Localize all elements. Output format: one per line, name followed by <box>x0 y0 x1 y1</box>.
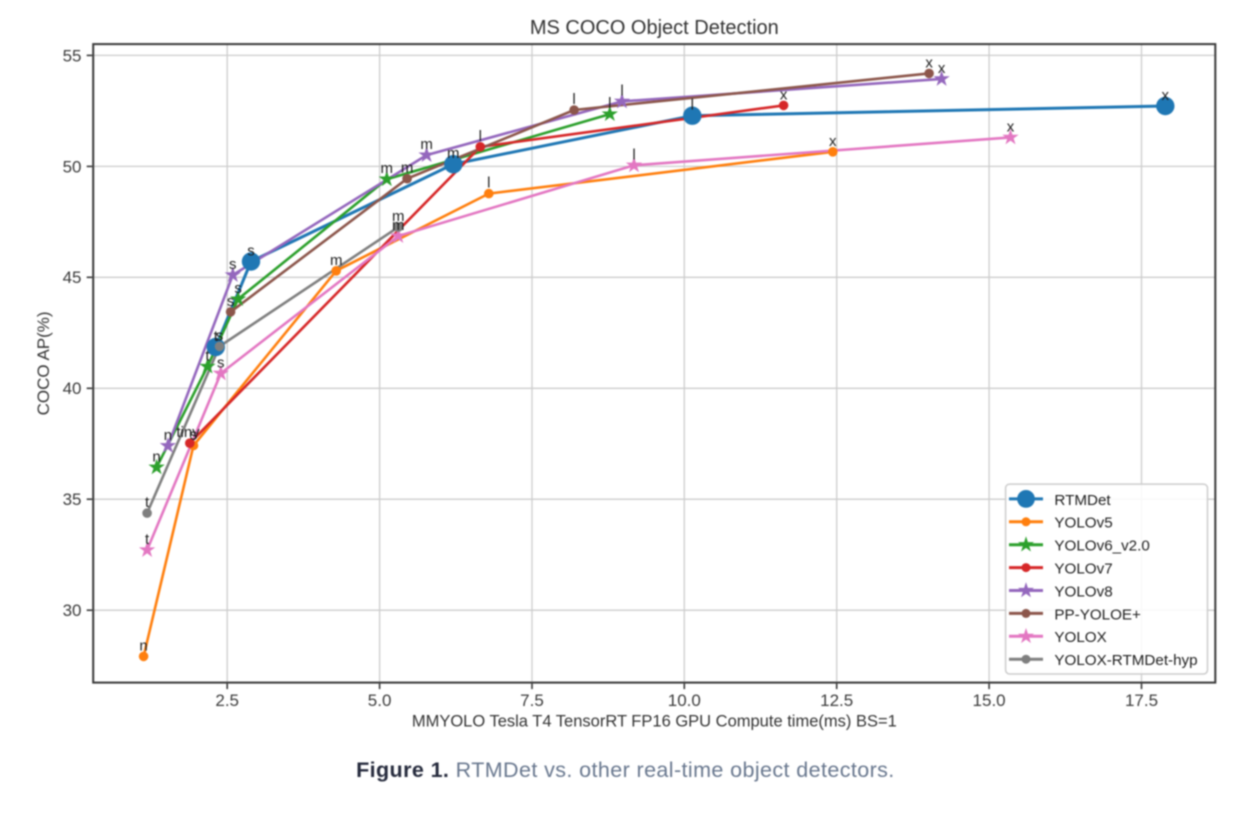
svg-text:MMYOLO Tesla T4 TensorRT FP16: MMYOLO Tesla T4 TensorRT FP16 GPU Comput… <box>412 713 897 731</box>
svg-text:YOLOv6_v2.0: YOLOv6_v2.0 <box>1054 538 1149 555</box>
svg-text:40: 40 <box>63 379 82 398</box>
svg-text:x: x <box>925 54 933 71</box>
svg-text:YOLOv5: YOLOv5 <box>1054 515 1112 532</box>
svg-text:s: s <box>217 354 225 371</box>
svg-text:t: t <box>205 348 210 365</box>
svg-text:s: s <box>190 427 198 444</box>
svg-text:s: s <box>227 293 235 310</box>
svg-text:m: m <box>392 217 405 234</box>
svg-text:YOLOX-RTMDet-hyp: YOLOX-RTMDet-hyp <box>1054 652 1197 669</box>
svg-text:l: l <box>620 82 623 99</box>
svg-text:l: l <box>632 146 635 163</box>
svg-text:s: s <box>247 243 255 260</box>
svg-text:x: x <box>1162 87 1170 104</box>
svg-text:15.0: 15.0 <box>973 691 1006 710</box>
svg-text:x: x <box>1007 118 1015 135</box>
svg-text:50: 50 <box>63 157 82 176</box>
svg-text:n: n <box>139 637 147 654</box>
svg-text:x: x <box>829 133 837 150</box>
svg-text:35: 35 <box>63 490 82 509</box>
svg-text:MS COCO Object Detection: MS COCO Object Detection <box>530 17 779 39</box>
svg-text:m: m <box>420 136 433 153</box>
svg-text:30: 30 <box>63 601 82 620</box>
svg-text:55: 55 <box>63 46 82 65</box>
svg-text:12.5: 12.5 <box>820 691 853 710</box>
svg-text:m: m <box>381 160 394 177</box>
svg-text:n: n <box>152 448 160 465</box>
svg-text:t: t <box>145 494 150 511</box>
svg-text:l: l <box>479 128 482 145</box>
svg-text:5.0: 5.0 <box>368 691 392 710</box>
svg-text:t: t <box>145 531 150 548</box>
svg-text:tiny: tiny <box>176 424 200 441</box>
svg-text:YOLOv8: YOLOv8 <box>1054 583 1112 600</box>
svg-text:m: m <box>447 145 460 162</box>
svg-text:Figure 1. RTMDet vs. other rea: Figure 1. RTMDet vs. other real-time obj… <box>356 758 895 782</box>
svg-text:45: 45 <box>63 268 82 287</box>
svg-text:s: s <box>229 256 237 273</box>
svg-text:l: l <box>608 95 611 112</box>
svg-text:10.0: 10.0 <box>668 691 701 710</box>
svg-text:m: m <box>392 208 405 225</box>
svg-text:l: l <box>487 175 490 192</box>
svg-text:RTMDet: RTMDet <box>1054 492 1111 509</box>
svg-text:x: x <box>938 60 946 77</box>
svg-text:YOLOv7: YOLOv7 <box>1054 561 1112 578</box>
svg-text:l: l <box>691 97 694 114</box>
svg-text:7.5: 7.5 <box>520 691 544 710</box>
svg-text:2.5: 2.5 <box>215 691 239 710</box>
svg-text:x: x <box>780 86 788 103</box>
svg-text:t: t <box>214 328 219 345</box>
svg-text:s: s <box>234 280 242 297</box>
svg-text:YOLOX: YOLOX <box>1054 629 1106 646</box>
svg-text:l: l <box>572 91 575 108</box>
svg-text:17.5: 17.5 <box>1125 691 1158 710</box>
svg-text:COCO AP(%): COCO AP(%) <box>34 311 53 415</box>
svg-text:s: s <box>216 327 224 344</box>
svg-text:PP-YOLOE+: PP-YOLOE+ <box>1054 606 1141 623</box>
svg-text:m: m <box>401 160 414 177</box>
svg-text:n: n <box>164 427 172 444</box>
svg-text:m: m <box>330 252 343 269</box>
